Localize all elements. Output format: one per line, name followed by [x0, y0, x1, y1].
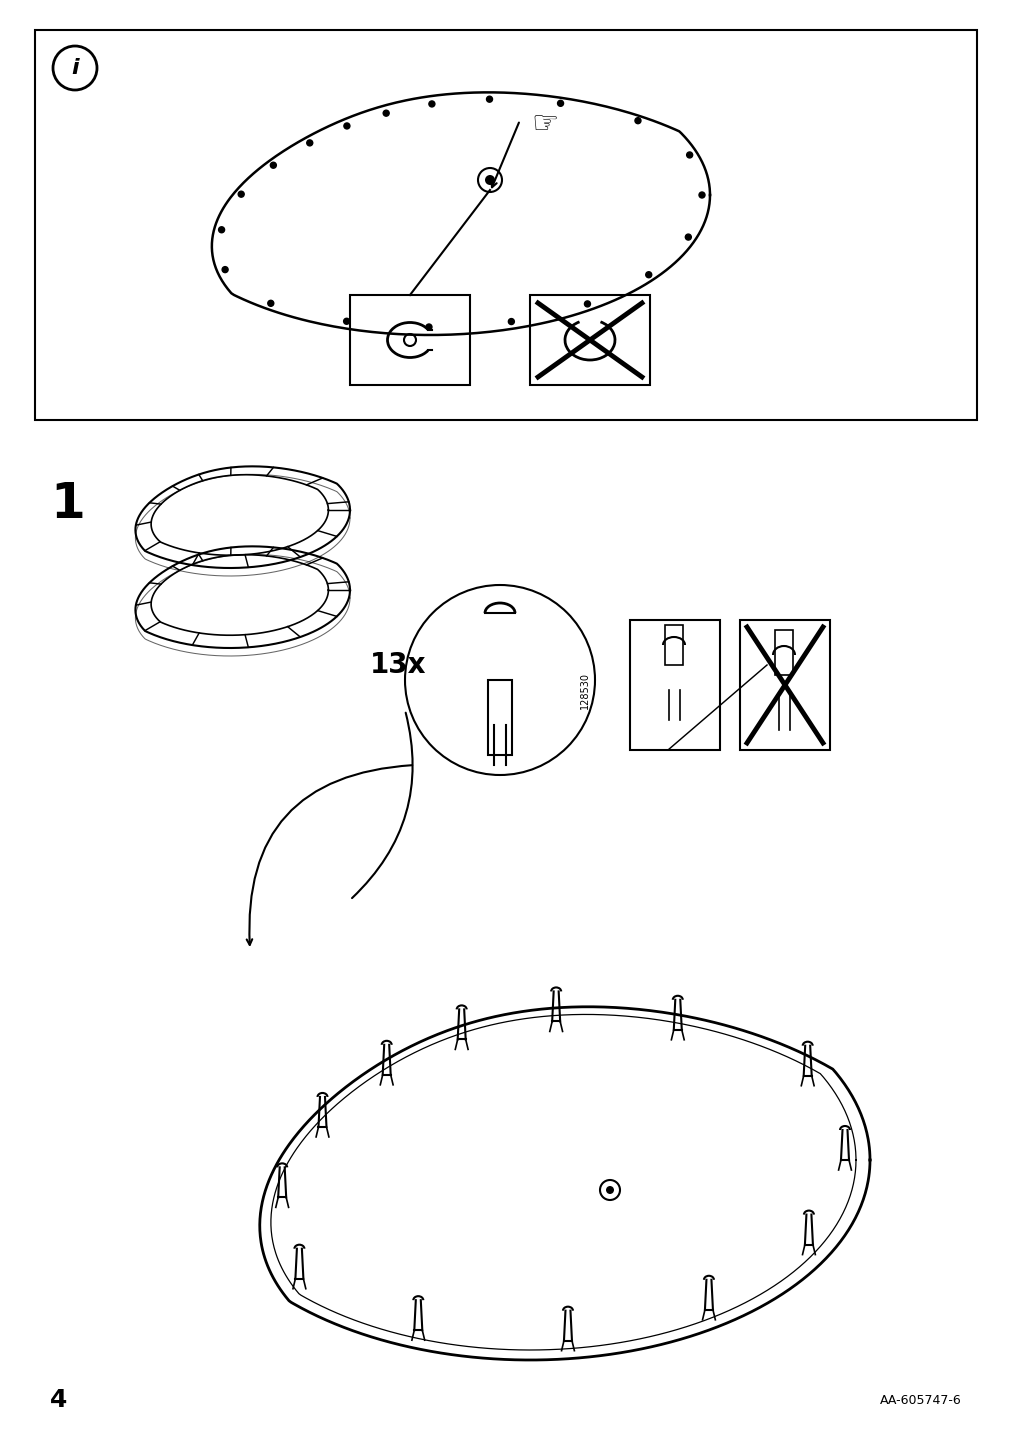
Circle shape — [344, 318, 349, 324]
Text: AA-605747-6: AA-605747-6 — [880, 1393, 961, 1406]
Text: i: i — [71, 59, 79, 77]
Text: 4: 4 — [50, 1388, 68, 1412]
Circle shape — [426, 324, 432, 329]
Circle shape — [584, 301, 589, 306]
Circle shape — [218, 226, 224, 233]
Circle shape — [686, 152, 692, 158]
Circle shape — [645, 272, 651, 278]
Circle shape — [429, 100, 435, 107]
Circle shape — [486, 96, 492, 102]
Bar — [664, 624, 682, 664]
Bar — [774, 630, 793, 674]
Circle shape — [238, 192, 244, 198]
Circle shape — [699, 192, 705, 198]
Circle shape — [270, 162, 276, 168]
Text: ☞: ☞ — [531, 110, 558, 139]
Text: 128530: 128530 — [579, 672, 589, 709]
Circle shape — [557, 100, 563, 106]
Circle shape — [221, 266, 227, 272]
Circle shape — [306, 140, 312, 146]
Text: 1: 1 — [50, 480, 85, 528]
Circle shape — [403, 334, 416, 347]
Circle shape — [606, 1186, 614, 1194]
Circle shape — [484, 175, 494, 185]
Circle shape — [268, 301, 274, 306]
Circle shape — [684, 233, 691, 241]
Circle shape — [634, 117, 640, 123]
Circle shape — [344, 123, 350, 129]
Bar — [487, 680, 512, 755]
Circle shape — [508, 318, 514, 325]
Text: 13x: 13x — [370, 652, 426, 679]
Circle shape — [383, 110, 389, 116]
